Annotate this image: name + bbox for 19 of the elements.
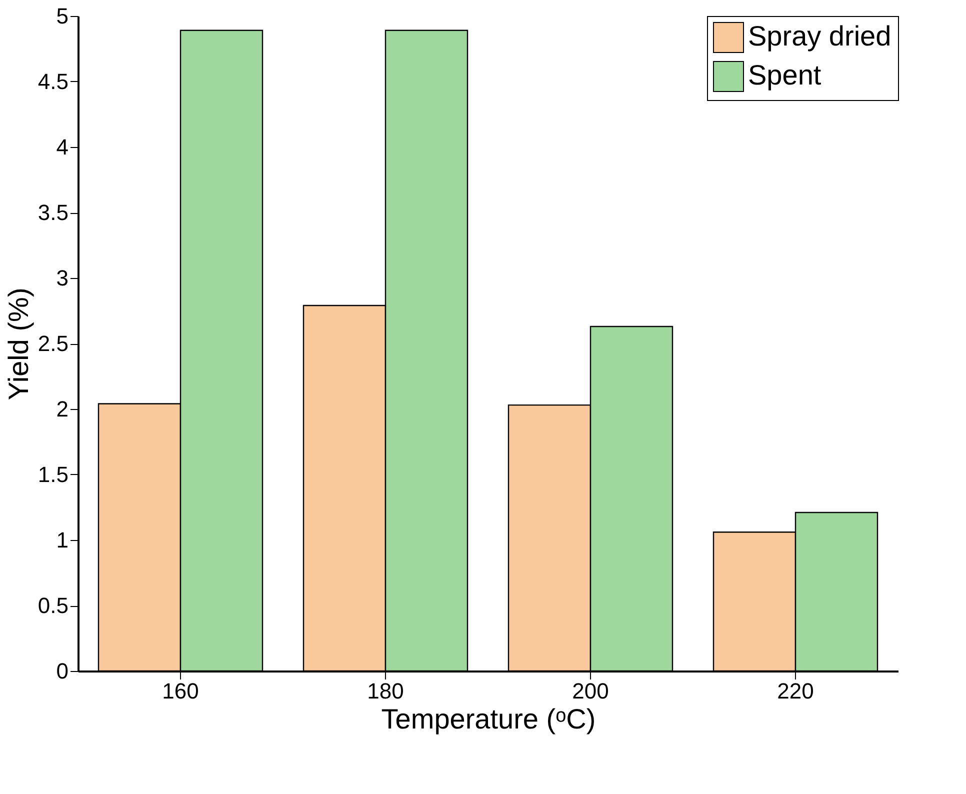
x-tick-label: 200	[572, 678, 609, 704]
y-tick-label: 4.5	[38, 69, 68, 94]
x-axis-title: Temperature (ᵒC)	[381, 704, 596, 734]
y-tick-label: 2	[56, 396, 68, 422]
y-tick-label: 0	[56, 658, 68, 684]
x-tick-label: 180	[367, 678, 404, 704]
x-tick-label: 220	[777, 678, 814, 704]
x-tick-label: 160	[162, 678, 199, 704]
y-tick-label: 2.5	[38, 331, 68, 356]
y-tick-label: 3.5	[38, 200, 68, 225]
y-tick-label: 4	[56, 134, 68, 160]
legend-label: Spray dried	[748, 20, 892, 52]
legend-label: Spent	[748, 60, 822, 90]
y-tick-label: 1.5	[38, 462, 68, 487]
y-axis-title: Yield (%)	[2, 288, 34, 400]
y-tick-label: 3	[56, 266, 68, 290]
y-tick-label: 1	[56, 528, 68, 552]
y-tick-label: 0.5	[38, 593, 68, 618]
y-tick-label: 5	[56, 4, 68, 28]
